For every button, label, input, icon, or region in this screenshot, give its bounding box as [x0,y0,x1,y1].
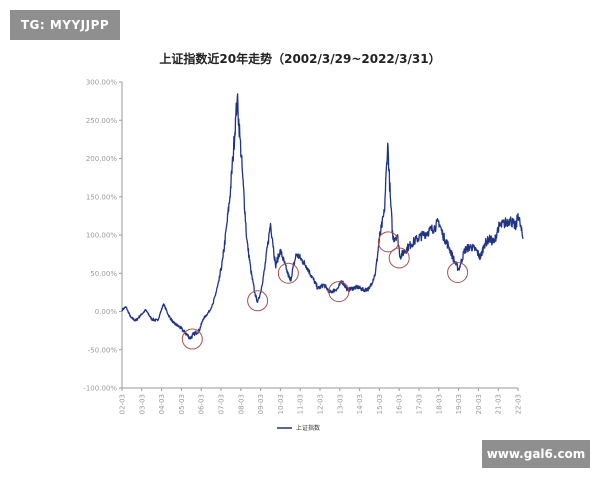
annotation-circles [181,231,469,350]
x-tick-label: 17-03 [416,394,424,414]
x-tick-label: 15-03 [376,394,384,414]
x-axis-ticks: 02-03 03-03 04-03 05-03 06-03 07-03 08-03 09-03… [119,388,523,414]
x-tick-label: 08-03 [237,394,245,414]
x-tick-label: 19-03 [455,394,463,414]
y-tick-label: 50.00% [90,270,117,278]
annotation-circle [377,231,399,253]
annotation-circle [247,290,269,312]
y-tick-label: 200.00% [86,155,117,163]
y-tick-label: -50.00% [88,346,118,354]
y-tick-label: 0.00% [95,308,118,316]
x-tick-label: 18-03 [435,394,443,414]
y-tick-label: -100.00% [83,385,117,393]
annotation-circle [388,247,410,269]
x-tick-label: 14-03 [356,394,364,414]
y-tick-label: 100.00% [86,232,117,240]
watermark-bottom: www.gal6.com [482,440,590,468]
x-tick-label: 22-03 [515,394,523,414]
x-tick-label: 16-03 [396,394,404,414]
x-tick-label: 05-03 [178,394,186,414]
y-tick-label: 250.00% [86,117,117,125]
x-tick-label: 11-03 [297,394,305,414]
y-tick-label: 150.00% [86,193,117,201]
chart-title: 上证指数近20年走势（2002/3/29~2022/3/31） [159,52,441,66]
chart-legend: 上证指数 [277,424,320,432]
x-tick-label: 21-03 [495,394,503,414]
x-tick-label: 12-03 [317,394,325,414]
x-tick-label: 04-03 [158,394,166,414]
y-tick-label: 300.00% [86,79,117,87]
y-axis-ticks: 300.00% 250.00% 200.00% 150.00% 100.00% 50.00… [83,79,122,393]
x-tick-label: 10-03 [277,394,285,414]
x-tick-label: 07-03 [218,394,226,414]
annotation-circle [277,262,299,284]
annotation-circle [181,328,203,350]
chart-axes [121,82,518,389]
plot-area [121,93,524,340]
series-line [121,93,524,340]
x-tick-label: 13-03 [336,394,344,414]
x-tick-label: 09-03 [257,394,265,414]
x-tick-label: 06-03 [198,394,206,414]
x-tick-label: 03-03 [138,394,146,414]
annotation-circle [447,261,469,283]
watermark-top: TG: MYYJJPP [10,10,120,40]
x-tick-label: 02-03 [119,394,127,414]
legend-label: 上证指数 [296,424,320,432]
x-tick-label: 20-03 [475,394,483,414]
annotation-circle [328,281,350,303]
